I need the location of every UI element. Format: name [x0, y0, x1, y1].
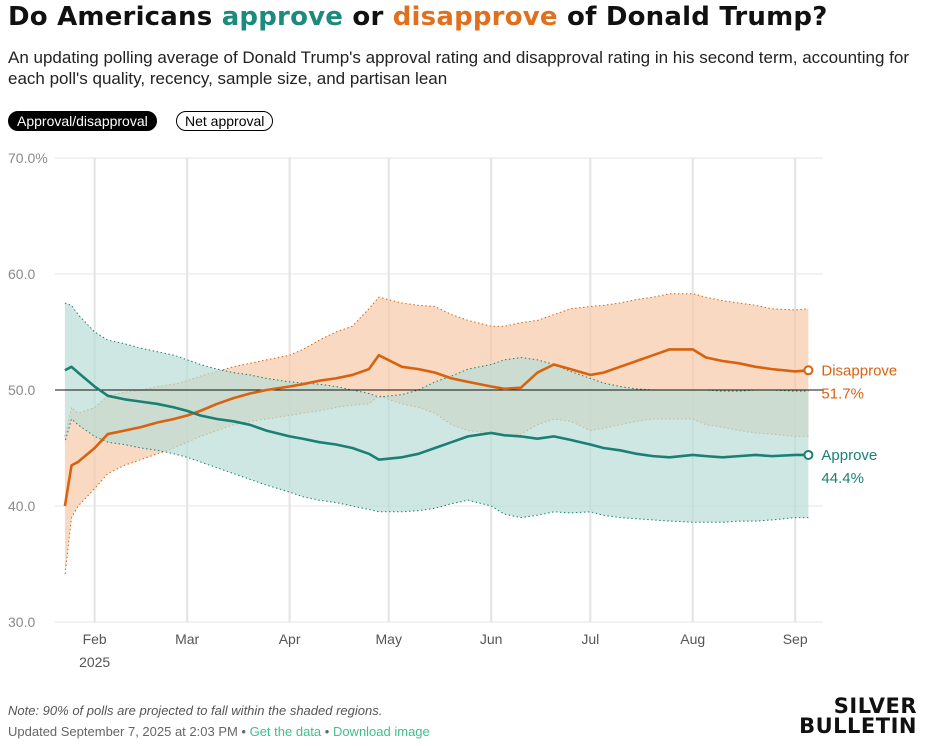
band-layer	[64, 293, 809, 576]
approve-end-value: 44.4%	[821, 470, 864, 487]
y-tick-label: 50.0	[8, 382, 35, 398]
approve-line	[64, 365, 809, 461]
updated-text: Updated September 7, 2025 at 2:03 PM •	[8, 724, 250, 739]
logo-line2: BULLETIN	[799, 714, 917, 738]
disapprove-end-value: 51.7%	[821, 385, 864, 402]
disapprove-end-label: Disapprove	[821, 362, 897, 379]
page-title: Do Americans approve or disapprove of Do…	[8, 2, 828, 32]
download-image-link[interactable]: Download image	[332, 724, 430, 739]
silver-bulletin-logo: SILVER BULLETIN	[799, 694, 917, 738]
footer-separator: •	[321, 724, 333, 739]
x-tick-label: Jun	[480, 631, 503, 647]
x-tick-label: Aug	[680, 631, 705, 647]
label-layer: 70.0% 60.0 50.0 40.0 30.0 Feb 2025 Mar Apr May Jun…	[8, 150, 897, 670]
x-tick-label: Jul	[581, 631, 599, 647]
disapprove-line	[63, 348, 809, 507]
title-part1: Do Americans	[8, 2, 222, 32]
approve-end-label: Approve	[821, 447, 877, 464]
title-approve-word: approve	[221, 2, 344, 32]
approval-chart: 70.0% 60.0 50.0 40.0 30.0 Feb 2025 Mar Apr May Jun…	[8, 150, 897, 670]
page-subtitle: An updating polling average of Donald Tr…	[8, 48, 910, 88]
x-tick-label: Feb	[83, 631, 107, 647]
get-data-link[interactable]: Get the data	[249, 724, 322, 739]
x-tick-label: Sep	[783, 631, 808, 647]
y-tick-label: 40.0	[8, 498, 35, 514]
approve-band-lower-edge	[64, 418, 809, 523]
footer: Updated September 7, 2025 at 2:03 PM • G…	[8, 724, 430, 739]
approve-band	[64, 303, 809, 523]
logo-line1: SILVER	[833, 694, 917, 718]
chart-note: Note: 90% of polls are projected to fall…	[8, 703, 383, 718]
y-tick-label: 70.0%	[8, 150, 48, 166]
y-tick-label: 60.0	[8, 266, 35, 282]
line-layer	[63, 348, 814, 507]
toggle-approval-disapproval[interactable]: Approval/disapproval	[8, 111, 157, 131]
x-tick-label: Apr	[279, 631, 301, 647]
x-tick-label: May	[376, 631, 402, 647]
title-part2: of Donald Trump?	[557, 2, 828, 32]
title-disapprove-word: disapprove	[392, 2, 558, 32]
disapprove-band-upper-edge	[64, 293, 809, 437]
approve-end-point	[803, 449, 814, 460]
x-tick-label: Mar	[175, 631, 199, 647]
x-tick-sublabel: 2025	[79, 654, 110, 670]
toggle-net-approval[interactable]: Net approval	[176, 111, 274, 131]
disapprove-end-point	[803, 365, 814, 376]
title-or: or	[343, 2, 393, 32]
y-tick-label: 30.0	[8, 614, 35, 630]
disapprove-band	[64, 293, 809, 576]
